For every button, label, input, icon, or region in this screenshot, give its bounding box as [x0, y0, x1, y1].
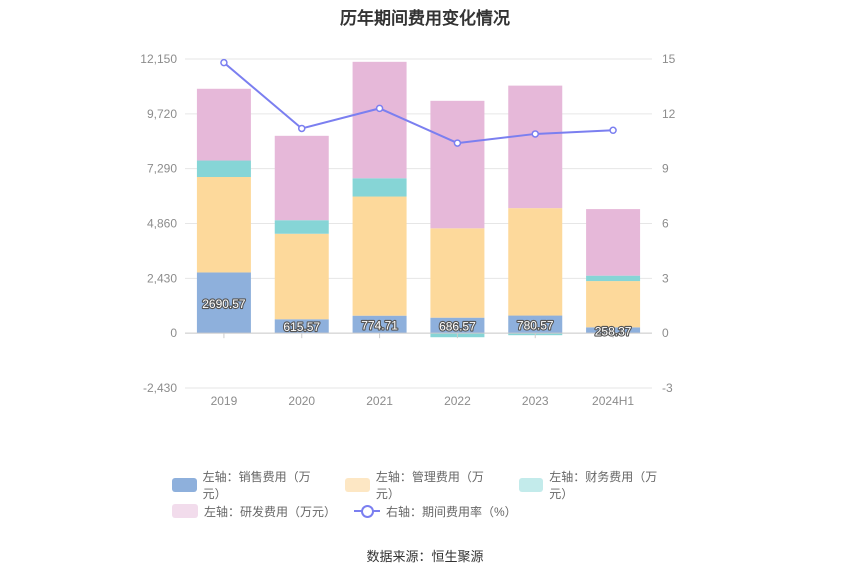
axis-group: 12,150 15 9,720 12 7,290 9 4,860 6 2,430 3 0 0 -2,43…: [140, 52, 675, 408]
source-note: 数据来源：恒生聚源: [366, 549, 484, 564]
y-right-tick-label: 12: [662, 107, 676, 121]
x-tick-label: 2023: [522, 394, 549, 408]
y-left-tick-label: 12,150: [140, 52, 177, 66]
y-right-tick-label: 6: [662, 217, 669, 231]
data-label: 615.57: [283, 320, 320, 334]
legend-line-icon: [354, 504, 381, 518]
y-right-tick-label: 3: [662, 271, 669, 285]
rate-point: [609, 126, 617, 135]
rate-point: [220, 58, 228, 67]
bar-segment-0: [274, 319, 329, 334]
data-label: 258.37: [595, 324, 632, 338]
bar-segment-3: [508, 85, 563, 209]
bar-segment-1: [196, 177, 251, 273]
y-left-tick-label: 2,430: [147, 271, 177, 285]
y-right-tick-label: 0: [662, 326, 669, 340]
bar-segment-2: [196, 160, 251, 178]
bar-segment-1: [430, 228, 485, 318]
legend-label-rate: 右轴：期间费用率（%）: [386, 504, 517, 519]
legend-item-rnd[interactable]: 左轴：研发费用（万元）: [172, 503, 336, 520]
y-left-tick-label: 9,720: [147, 107, 177, 121]
y-left-tick-label: 4,860: [147, 217, 177, 231]
bar-segment-3: [352, 61, 407, 179]
bar-segment-3: [196, 88, 251, 161]
data-label: 780.57: [517, 318, 554, 332]
y-right-tick-label: 9: [662, 162, 669, 176]
bar-segment-2: [274, 220, 329, 234]
x-tick-label: 2020: [288, 394, 315, 408]
bar-segment-1: [508, 208, 563, 316]
bar-segment-3: [274, 135, 329, 221]
x-tick-label: 2024H1: [592, 394, 634, 408]
legend-item-admin[interactable]: 左轴：管理费用（万元）: [345, 468, 500, 502]
y-left-tick-label: -2,430: [143, 381, 177, 395]
legend-swatch-finance: [518, 478, 544, 492]
legend-label-admin: 左轴：管理费用（万元）: [375, 470, 484, 501]
legend-label-finance: 左轴：财务费用（万元）: [549, 470, 658, 501]
bar-segment-1: [586, 281, 641, 328]
data-label-group: 2690.57 615.57 774.71 686.57 780.57 258.37: [201, 296, 633, 340]
rate-point: [453, 139, 462, 147]
rate-line: [223, 61, 614, 145]
legend-swatch-admin: [345, 478, 370, 492]
y-right-tick-label: -3: [662, 381, 673, 395]
legend-item-finance[interactable]: 左轴：财务费用（万元）: [518, 468, 674, 502]
y-right-tick-label: 15: [662, 52, 676, 66]
legend: 左轴：销售费用（万元） 左轴：管理费用（万元） 左轴：财务费用（万元） 左轴：研…: [172, 470, 692, 524]
legend-item-rate[interactable]: 右轴：期间费用率（%）: [354, 503, 517, 520]
bar-group: [196, 61, 641, 338]
legend-item-sales[interactable]: 左轴：销售费用（万元）: [172, 468, 327, 502]
rate-point: [531, 130, 539, 138]
bar-segment-1: [274, 233, 329, 320]
bar-segment-0: [352, 315, 407, 334]
bar-segment-3: [430, 100, 485, 229]
y-left-tick-label: 7,290: [147, 162, 177, 176]
rate-point: [375, 104, 384, 113]
rate-line-group: [220, 58, 617, 147]
grid-lines: [185, 58, 652, 389]
x-tick-label: 2019: [211, 394, 238, 408]
x-tick-label: 2021: [366, 394, 393, 408]
bar-segment-0: [196, 272, 251, 334]
bar-segment-2: [352, 178, 407, 197]
chart-canvas: 12,150 15 9,720 12 7,290 9 4,860 6 2,430 3 0 0 -2,43…: [140, 52, 675, 408]
bar-segment-2: [586, 275, 641, 282]
chart-title: 历年期间费用变化情况: [340, 9, 510, 28]
bar-segment-3: [586, 209, 641, 276]
data-label: 774.71: [361, 318, 398, 332]
x-tick-label: 2022: [444, 394, 471, 408]
rate-point: [298, 124, 306, 133]
bar-segment-0: [430, 317, 485, 334]
bar-segment-0: [508, 315, 563, 334]
bar-segment-0: [586, 327, 641, 334]
legend-label-rnd: 左轴：研发费用（万元）: [204, 504, 337, 519]
legend-swatch-sales: [172, 478, 197, 492]
bar-segment-1: [352, 196, 407, 316]
legend-swatch-rnd: [172, 504, 198, 518]
legend-label-sales: 左轴：销售费用（万元）: [202, 470, 311, 501]
data-label: 686.57: [439, 319, 476, 333]
y-left-tick-label: 0: [170, 326, 177, 340]
data-label: 2690.57: [202, 297, 246, 311]
